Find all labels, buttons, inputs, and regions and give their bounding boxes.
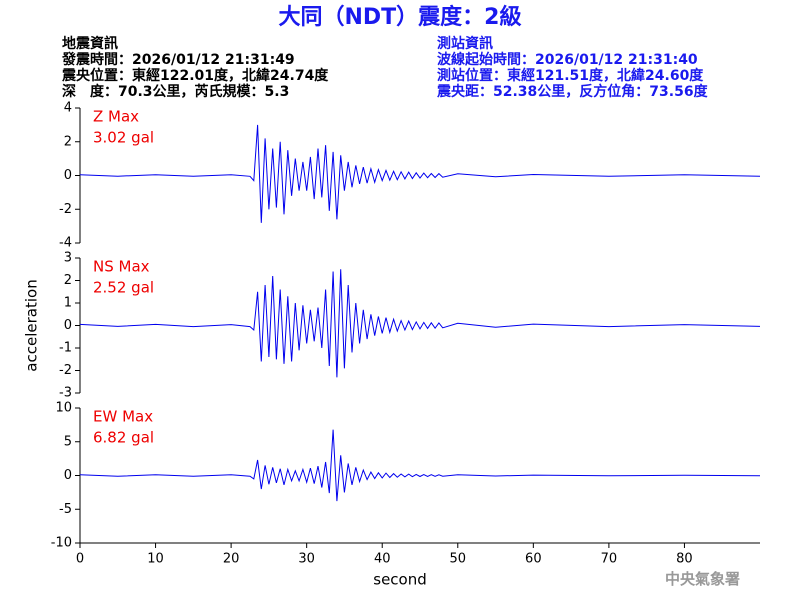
x-tick-label: 40 [374, 552, 391, 567]
y-tick-label: -5 [59, 502, 72, 517]
info-line: 發震時間：2026/01/12 21:31:49 [61, 51, 295, 68]
y-tick-label: 2 [64, 134, 72, 149]
y-tick-label: 0 [64, 168, 72, 183]
waveform [79, 429, 761, 502]
x-tick-label: 80 [676, 552, 693, 567]
annotation: 6.82 gal [93, 429, 154, 447]
x-tick-label: 70 [601, 552, 618, 567]
waveform [79, 269, 761, 378]
y-tick-label: 3 [64, 251, 72, 266]
info-line: 波線起始時間：2026/01/12 21:31:40 [437, 51, 698, 68]
x-tick-label: 30 [298, 552, 315, 567]
annotation: NS Max [93, 258, 150, 276]
info-line: 測站位置：東經121.51度，北緯24.60度 [437, 67, 704, 84]
footer: 中央氣象署 [665, 570, 740, 588]
info-line: 測站資訊 [437, 35, 493, 52]
y-tick-label: -1 [59, 341, 72, 356]
y-tick-label: -2 [59, 202, 72, 217]
y-tick-label: 0 [64, 468, 72, 483]
y-axis-label: acceleration [23, 279, 41, 371]
y-tick-label: 0 [64, 318, 72, 333]
x-tick-label: 20 [223, 552, 240, 567]
y-tick-label: -3 [59, 386, 72, 401]
y-tick-label: 1 [64, 296, 72, 311]
x-axis-label: second [373, 571, 427, 589]
x-tick-label: 0 [76, 552, 84, 567]
x-tick-label: 10 [147, 552, 164, 567]
annotation: 3.02 gal [93, 129, 154, 147]
x-tick-label: 50 [450, 552, 467, 567]
annotation: Z Max [93, 108, 139, 126]
y-tick-label: 2 [64, 273, 72, 288]
info-line: 震央距：52.38公里，反方位角：73.56度 [436, 83, 709, 100]
y-tick-label: 4 [64, 101, 72, 116]
info-line: 地震資訊 [62, 35, 118, 52]
info-line: 深 度：70.3公里，芮氏規模：5.3 [62, 83, 289, 100]
x-tick-label: 60 [525, 552, 542, 567]
y-tick-label: -4 [59, 236, 72, 251]
y-tick-label: -2 [59, 363, 72, 378]
waveform [79, 124, 761, 223]
y-tick-label: 10 [55, 401, 72, 416]
y-tick-label: 5 [64, 434, 72, 449]
title: 大同（NDT）震度：2級 [279, 4, 522, 30]
y-tick-label: -10 [51, 536, 72, 551]
annotation: EW Max [93, 408, 153, 426]
annotation: 2.52 gal [93, 279, 154, 297]
info-line: 震央位置：東經122.01度，北緯24.74度 [61, 67, 329, 84]
